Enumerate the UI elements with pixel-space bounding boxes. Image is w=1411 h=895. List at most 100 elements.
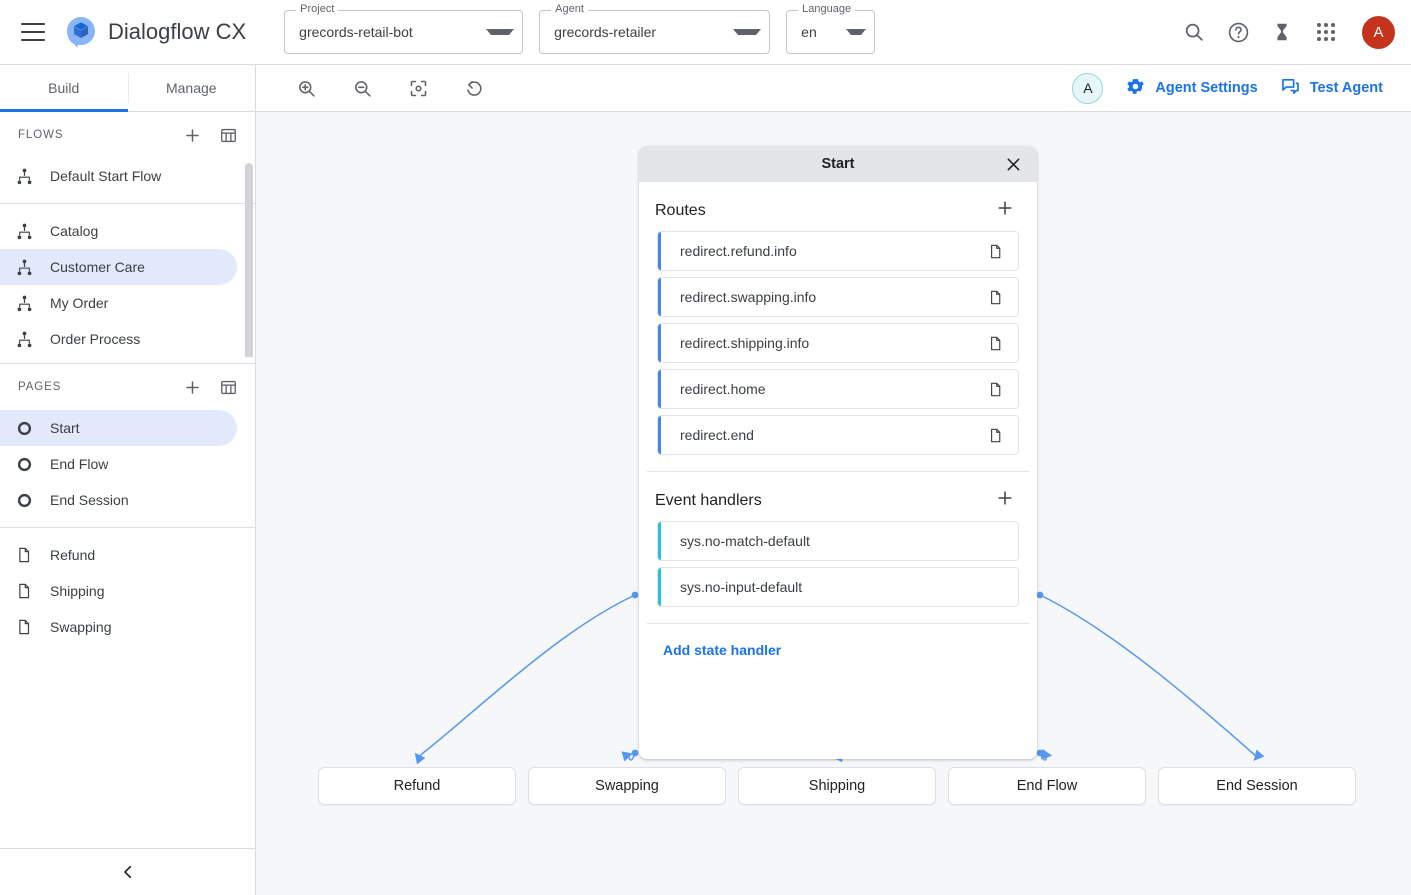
project-selector[interactable]: Project grecords-retail-bot [284,3,524,54]
top-bar: Dialogflow CX Project grecords-retail-bo… [0,0,1411,65]
start-page-panel[interactable]: Start Routes redirect.refund.info [639,146,1037,759]
agent-selector-label: Agent [551,3,588,15]
sidebar-item-start[interactable]: Start [0,410,237,446]
flows-list-view-icon[interactable] [217,124,239,146]
pages-section-header: Pages [0,364,255,410]
route-label: redirect.swapping.info [680,289,817,305]
flows-list: Default Start Flow Catalog Customer Care [0,158,255,357]
brand-title: Dialogflow CX [108,19,247,44]
zoom-out-icon[interactable] [340,66,384,110]
zoom-in-icon[interactable] [284,66,328,110]
sidebar-item-default-start-flow[interactable]: Default Start Flow [0,158,237,194]
sidebar-item-label: End Flow [50,456,109,472]
add-page-button[interactable] [181,376,203,398]
event-handler-item[interactable]: sys.no-input-default [657,567,1019,607]
flow-canvas[interactable]: Start Routes redirect.refund.info [256,112,1411,895]
agent-avatar-chip[interactable]: A [1072,72,1104,104]
circle-icon [12,416,36,440]
canvas-toolbar: A Agent Settings Test Agent [256,65,1411,112]
routes-header: Routes [639,182,1037,231]
agent-settings-button[interactable]: Agent Settings [1125,76,1258,101]
tab-build-label: Build [48,80,80,96]
flows-section-title: Flows [18,129,64,141]
pages-list: Start End Flow End Session Refund [0,410,255,645]
close-icon[interactable] [1001,152,1025,176]
add-event-handler-button[interactable] [995,488,1015,513]
reset-icon[interactable] [452,66,496,110]
flow-node-shipping[interactable]: Shipping [738,767,936,805]
language-selector-label: Language [798,3,856,15]
route-item[interactable]: redirect.swapping.info [657,277,1019,317]
chevron-left-icon[interactable] [110,854,146,890]
add-flow-button[interactable] [181,124,203,146]
add-state-handler-link[interactable]: Add state handler [663,642,782,658]
user-avatar[interactable]: A [1362,15,1395,49]
chevron-down-icon [486,29,515,35]
flow-icon [12,327,36,351]
sidebar-item-catalog[interactable]: Catalog [0,213,237,249]
tab-build[interactable]: Build [0,65,128,112]
sidebar-item-label: My Order [50,295,109,311]
start-panel-header: Start [639,146,1037,182]
flow-node-label: End Session [1216,778,1298,794]
flows-scrollbar[interactable] [245,163,253,357]
sidebar-item-label: Swapping [50,619,112,635]
gear-icon [1125,76,1146,101]
add-route-button[interactable] [995,198,1015,223]
sidebar-item-label: Customer Care [50,259,145,275]
route-label: redirect.end [680,427,754,443]
sidebar-item-order-process[interactable]: Order Process [0,321,237,357]
route-item[interactable]: redirect.shipping.info [657,323,1019,363]
hourglass-icon[interactable] [1260,10,1304,54]
flow-icon [12,164,36,188]
project-selector-label: Project [296,3,339,15]
flow-node-end-flow[interactable]: End Flow [948,767,1146,805]
project-selector-value: grecords-retail-bot [299,24,413,40]
flow-icon [12,219,36,243]
help-icon[interactable] [1216,10,1260,54]
flow-node-label: End Flow [1016,778,1078,794]
pages-list-view-icon[interactable] [217,376,239,398]
event-handler-item[interactable]: sys.no-match-default [657,521,1019,561]
flow-node-label: Shipping [808,778,866,794]
chevron-down-icon [733,29,762,35]
tab-manage[interactable]: Manage [128,65,256,111]
route-item[interactable]: redirect.home [657,369,1019,409]
start-panel-title: Start [821,156,855,172]
flow-node-end-session[interactable]: End Session [1158,767,1356,805]
test-agent-button[interactable]: Test Agent [1280,76,1383,101]
search-icon[interactable] [1172,10,1216,54]
sidebar-item-label: Start [50,420,80,436]
events-footer-divider [647,623,1029,624]
chevron-down-icon [846,29,867,35]
sidebar-item-shipping[interactable]: Shipping [0,573,237,609]
page-icon [12,543,36,567]
flow-node-label: Swapping [595,778,659,794]
sidebar-item-end-flow[interactable]: End Flow [0,446,237,482]
sidebar-tabs: Build Manage [0,65,255,112]
brand-logo[interactable]: Dialogflow CX [64,15,246,49]
apps-grid-icon[interactable] [1304,10,1348,54]
sidebar-item-label: Refund [50,547,96,563]
agent-selector[interactable]: Agent grecords-retailer [539,3,771,54]
language-selector[interactable]: Language en [786,3,876,54]
route-item[interactable]: redirect.refund.info [657,231,1019,271]
page-icon[interactable] [987,381,1004,398]
fit-to-screen-icon[interactable] [396,66,440,110]
page-icon[interactable] [987,243,1004,260]
page-icon[interactable] [987,335,1004,352]
pages-section-title: Pages [18,381,62,393]
sidebar-item-refund[interactable]: Refund [0,537,237,573]
hamburger-icon[interactable] [21,23,45,41]
page-icon[interactable] [987,289,1004,306]
flow-node-swapping[interactable]: Swapping [528,767,726,805]
flow-node-refund[interactable]: Refund [318,767,516,805]
sidebar-item-end-session[interactable]: End Session [0,482,237,518]
sidebar-item-swapping[interactable]: Swapping [0,609,237,645]
route-item[interactable]: redirect.end [657,415,1019,455]
tab-manage-label: Manage [165,80,217,96]
sidebar-item-my-order[interactable]: My Order [0,285,237,321]
page-icon[interactable] [987,427,1004,444]
sidebar-item-customer-care[interactable]: Customer Care [0,249,237,285]
